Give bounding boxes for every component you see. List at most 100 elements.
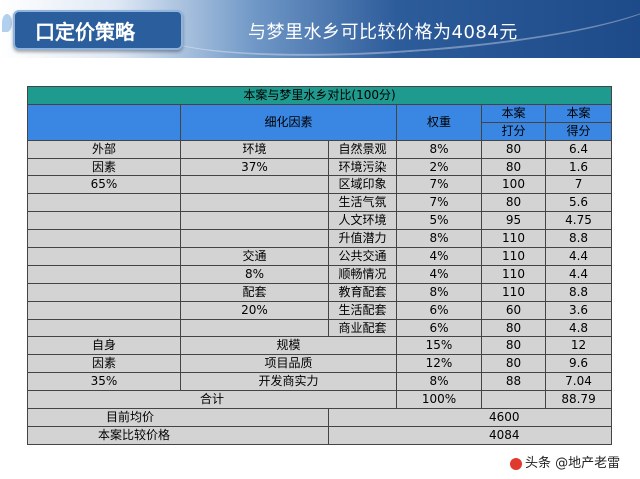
total-empty (481, 390, 546, 410)
header-banner: 口定价策略 与梦里水乡可比较价格为4084元 (0, 0, 640, 58)
table-row: 升值潜力 8% 110 8.8 (27, 229, 613, 249)
weight-cell: 8% (396, 372, 482, 392)
points-cell: 5.6 (544, 193, 613, 213)
points-cell: 4.4 (544, 264, 613, 284)
header-score-bottom: 打分 (481, 121, 546, 141)
table-title: 本案与梦里水乡对比(100分) (26, 86, 613, 105)
table-row: 35% 开发商实力 8% 88 7.04 (27, 372, 613, 392)
factor-cell: 商业配套 (328, 318, 397, 338)
points-cell: 3.6 (544, 300, 613, 320)
points-cell: 9.6 (544, 354, 613, 374)
table-row: 生活气氛 7% 80 5.6 (27, 193, 613, 213)
score-cell: 88 (481, 372, 546, 392)
weight-cell: 5% (396, 211, 482, 231)
table-title-row: 本案与梦里水乡对比(100分) (26, 86, 613, 105)
weight-cell: 12% (396, 354, 482, 374)
table-row: 65% 区域印象 7% 100 7 (27, 175, 613, 195)
factor-cell: 生活气氛 (328, 193, 397, 213)
category-cell: 因素 (27, 354, 181, 374)
table-row: 8% 顺畅情况 4% 110 4.4 (27, 264, 613, 284)
table-row: 外部 环境 自然景观 8% 80 6.4 (27, 139, 613, 159)
factor-cell: 规模 (180, 336, 397, 356)
weight-cell: 4% (396, 247, 482, 266)
avg-label: 目前均价 (27, 408, 329, 427)
weight-cell: 8% (396, 139, 482, 159)
points-cell: 4.4 (544, 247, 613, 266)
total-row: 合计 100% 88.79 (27, 390, 613, 410)
subcategory-cell: 交通 (180, 247, 329, 266)
points-cell: 6.4 (544, 139, 613, 159)
factor-cell: 环境污染 (328, 157, 397, 177)
compare-value: 4084 (327, 425, 613, 445)
table-header-row: 细化因素 权重 本案 本案 (27, 103, 613, 141)
watermark-text: 头条 @地产老雷 (525, 456, 621, 471)
subcategory-cell (180, 193, 329, 213)
header-weight: 权重 (396, 103, 482, 141)
headline: 与梦里水乡可比较价格为4084元 (248, 22, 518, 43)
table-row: 商业配套 6% 80 4.8 (27, 318, 613, 338)
factor-cell: 公共交通 (328, 247, 397, 266)
table-row: 配套 教育配套 8% 110 8.8 (27, 282, 613, 302)
header-empty-cell (27, 103, 181, 141)
score-cell: 80 (481, 193, 546, 213)
total-label: 合计 (27, 390, 397, 410)
score-cell: 80 (481, 336, 546, 356)
points-cell: 8.8 (544, 229, 613, 249)
total-weight: 100% (396, 390, 482, 410)
category-cell (27, 229, 181, 249)
compare-label: 本案比较价格 (27, 425, 329, 445)
weight-cell: 7% (396, 175, 482, 195)
points-cell: 1.6 (544, 157, 613, 177)
weight-cell: 8% (396, 229, 482, 249)
category-cell (27, 282, 181, 302)
category-cell: 35% (27, 372, 181, 392)
avg-value: 4600 (327, 408, 613, 427)
subcategory-cell: 20% (180, 300, 329, 320)
points-cell: 7.04 (544, 372, 613, 392)
table-row: 人文环境 5% 95 4.75 (27, 211, 613, 231)
score-cell: 110 (481, 264, 546, 284)
subcategory-cell: 8% (180, 264, 329, 284)
category-cell: 自身 (27, 336, 181, 356)
score-cell: 110 (481, 282, 546, 302)
category-cell (27, 211, 181, 231)
subcategory-cell (180, 318, 329, 338)
factor-cell: 人文环境 (328, 211, 397, 231)
score-cell: 95 (481, 211, 546, 231)
score-cell: 100 (481, 175, 546, 195)
points-cell: 7 (544, 175, 613, 195)
category-cell (27, 300, 181, 320)
weight-cell: 4% (396, 264, 482, 284)
points-cell: 4.75 (544, 211, 613, 231)
factor-cell: 顺畅情况 (328, 264, 397, 284)
subcategory-cell: 配套 (180, 282, 329, 302)
score-cell: 110 (481, 229, 546, 249)
section-badge: 口定价策略 (13, 10, 183, 50)
factor-cell: 项目品质 (180, 354, 397, 374)
score-cell: 80 (481, 318, 546, 338)
factor-cell: 区域印象 (328, 175, 397, 195)
factor-cell: 自然景观 (328, 139, 397, 159)
table-row: 因素 37% 环境污染 2% 80 1.6 (27, 157, 613, 177)
score-cell: 80 (481, 354, 546, 374)
weight-cell: 6% (396, 300, 482, 320)
avg-price-row: 目前均价 4600 (27, 408, 613, 427)
score-cell: 110 (481, 247, 546, 266)
factor-cell: 教育配套 (328, 282, 397, 302)
category-cell (27, 264, 181, 284)
table-row: 交通 公共交通 4% 110 4.4 (27, 247, 613, 266)
category-cell (27, 318, 181, 338)
category-cell: 因素 (27, 157, 181, 177)
brand-icon (510, 457, 522, 470)
weight-cell: 15% (396, 336, 482, 356)
comparison-table: 本案与梦里水乡对比(100分) 细化因素 权重 本案 本案 打分 得分 外部 环境… (26, 86, 613, 445)
category-cell: 外部 (27, 139, 181, 159)
subcategory-cell (180, 211, 329, 231)
points-cell: 4.8 (544, 318, 613, 338)
category-cell: 65% (27, 175, 181, 195)
subcategory-cell (180, 229, 329, 249)
header-detail: 细化因素 (180, 103, 397, 141)
weight-cell: 7% (396, 193, 482, 213)
header-points-top: 本案 (544, 103, 613, 123)
points-cell: 12 (544, 336, 613, 356)
